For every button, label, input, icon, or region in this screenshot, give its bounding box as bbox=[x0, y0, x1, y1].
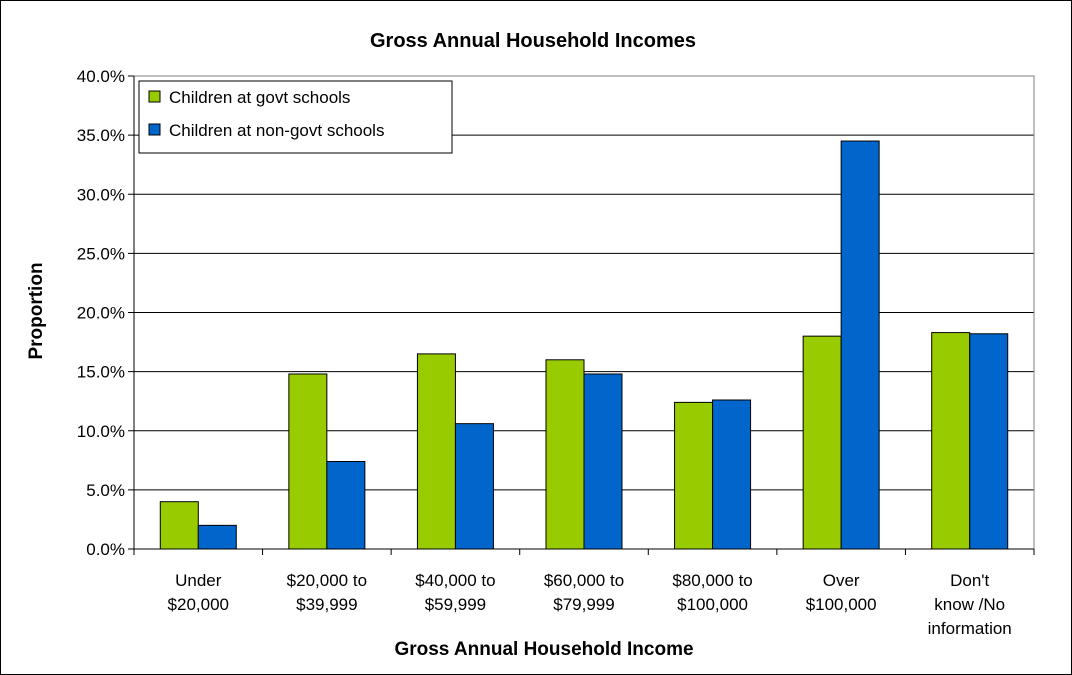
y-tick-label: 5.0% bbox=[86, 481, 125, 500]
bar-govt bbox=[674, 401, 714, 550]
y-tick-label: 0.0% bbox=[86, 540, 125, 559]
y-axis-title: Proportion bbox=[26, 262, 47, 359]
bar-govt bbox=[931, 332, 971, 550]
x-tick-label: Over $100,000 bbox=[806, 571, 877, 614]
legend-box bbox=[138, 80, 453, 154]
bar-nongovt bbox=[197, 524, 237, 550]
x-tick-label: Don't know /No information bbox=[928, 571, 1012, 638]
legend: Children at govt schools Children at non-… bbox=[138, 80, 453, 154]
x-tick-label: $40,000 to $59,999 bbox=[415, 571, 495, 614]
bar-govt bbox=[159, 501, 199, 550]
bar-nongovt bbox=[969, 333, 1009, 550]
x-tick-label: $60,000 to $79,999 bbox=[544, 571, 624, 614]
legend-swatch-nongovt bbox=[148, 123, 161, 136]
y-tick-label: 30.0% bbox=[77, 185, 125, 204]
y-tick-label: 40.0% bbox=[77, 67, 125, 86]
chart-title: Gross Annual Household Incomes bbox=[370, 30, 696, 52]
legend-label: Children at non-govt schools bbox=[169, 121, 384, 140]
x-axis-title: Gross Annual Household Income bbox=[394, 639, 693, 660]
bar-nongovt bbox=[583, 373, 623, 550]
bar-govt bbox=[288, 373, 328, 550]
y-tick-label: 15.0% bbox=[77, 363, 125, 382]
x-tick-label: $20,000 to $39,999 bbox=[287, 571, 367, 614]
plot-area: 0.0% 5.0% 10.0% 15.0% 20.0% 25.0% 30.0% 35.0% 40… bbox=[77, 67, 1035, 638]
bar-govt bbox=[802, 335, 842, 550]
bar-nongovt bbox=[326, 460, 366, 550]
legend-label: Children at govt schools bbox=[169, 88, 350, 107]
bar-nongovt bbox=[712, 399, 752, 550]
bar-govt bbox=[545, 359, 585, 550]
y-tick-label: 35.0% bbox=[77, 126, 125, 145]
bar-nongovt bbox=[840, 140, 880, 550]
y-tick-label: 10.0% bbox=[77, 422, 125, 441]
bar-govt bbox=[416, 353, 456, 550]
legend-swatch-govt bbox=[148, 90, 161, 103]
y-tick-label: 25.0% bbox=[77, 244, 125, 263]
bar-nongovt bbox=[454, 423, 494, 550]
y-tick-label: 20.0% bbox=[77, 304, 125, 323]
x-tick-label: $80,000 to $100,000 bbox=[672, 571, 752, 614]
x-tick-label: Under $20,000 bbox=[168, 571, 229, 614]
